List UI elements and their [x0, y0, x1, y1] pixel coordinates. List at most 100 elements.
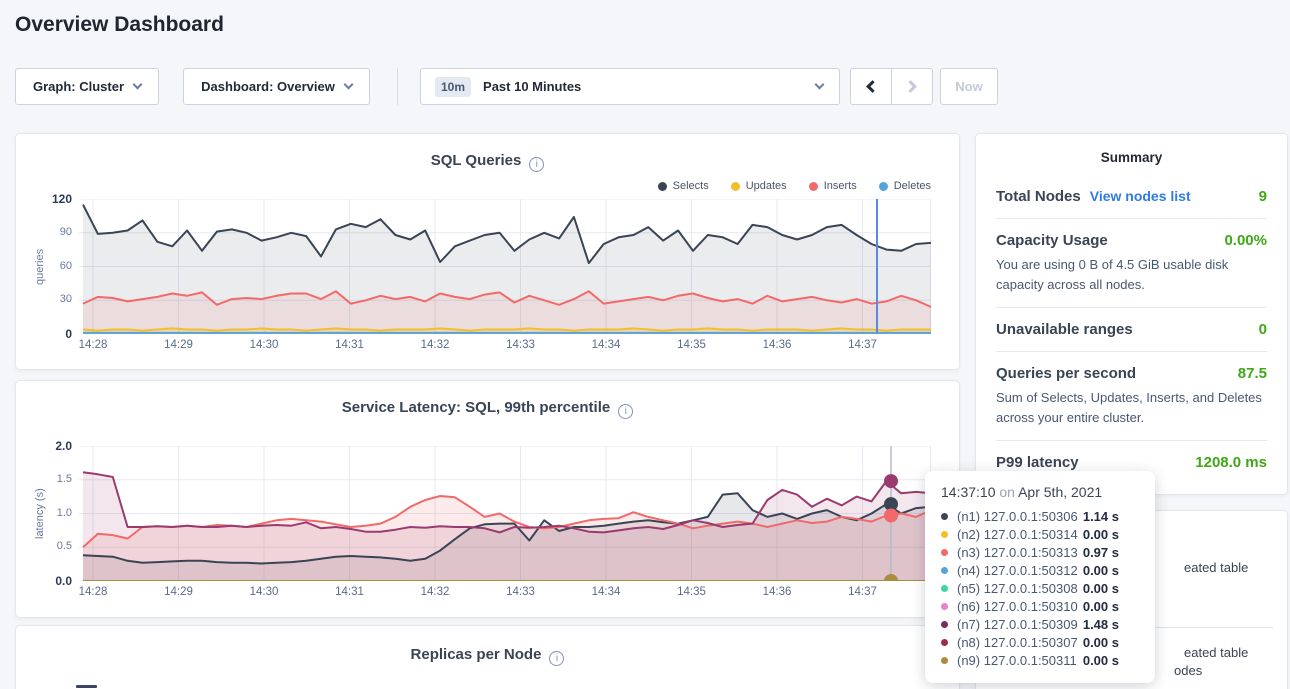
legend-item-updates[interactable]: Updates	[731, 180, 787, 192]
summary-title: Summary	[996, 150, 1267, 165]
metric-value: 1208.0 ms	[1195, 454, 1267, 471]
tooltip-node-label: (n9) 127.0.0.1:50311	[957, 653, 1077, 668]
legend-dot-icon	[809, 182, 818, 191]
metric-note: You are using 0 B of 4.5 GiB usable disk…	[996, 255, 1267, 294]
x-axis-tick: 14:34	[584, 586, 628, 598]
sql-queries-panel: SQL Queries Selects Updates Inserts Deletes…	[15, 133, 960, 370]
view-nodes-list-link[interactable]: View nodes list	[1090, 188, 1191, 204]
x-axis-tick: 14:28	[71, 339, 115, 351]
legend-label: Updates	[746, 180, 787, 192]
node-dot-icon	[941, 585, 948, 592]
legend-item-inserts[interactable]: Inserts	[809, 180, 857, 192]
time-range-badge: 10m	[435, 77, 471, 97]
latency-chart[interactable]	[79, 446, 931, 581]
x-axis-tick: 14:31	[328, 586, 372, 598]
node-dot-icon	[941, 549, 948, 556]
x-axis-tick: 14:34	[584, 339, 628, 351]
x-axis-tick: 14:35	[670, 339, 714, 351]
toolbar-divider	[397, 68, 398, 105]
summary-panel: Summary Total NodesView nodes list9Capac…	[975, 133, 1288, 495]
metric-label: Total Nodes	[996, 188, 1081, 205]
tooltip-row: (n9) 127.0.0.1:50311 0.00 s	[941, 651, 1141, 669]
replicas-panel: Replicas per Node	[15, 625, 960, 689]
tooltip-node-label: (n6) 127.0.0.1:50310	[957, 599, 1078, 614]
tooltip-row: (n6) 127.0.0.1:503100.00 s	[941, 597, 1141, 615]
metric-label: Capacity Usage	[996, 232, 1108, 249]
chart-tooltip: 14:37:10 on Apr 5th, 2021 (n1) 127.0.0.1…	[925, 471, 1155, 683]
node-dot-icon	[941, 639, 948, 646]
time-range-selector[interactable]: 10m Past 10 Minutes	[420, 68, 840, 105]
event-text-fragment: eated table	[1184, 560, 1248, 575]
legend-dot-icon	[731, 182, 740, 191]
node-dot-icon	[941, 567, 948, 574]
graph-dropdown[interactable]: Graph: Cluster	[15, 68, 159, 105]
node-dot-icon	[941, 621, 948, 628]
x-axis-tick: 14:32	[413, 339, 457, 351]
time-next-button[interactable]	[891, 68, 933, 105]
chevron-left-icon	[866, 80, 879, 93]
metric-label: Queries per second	[996, 365, 1136, 382]
x-axis-tick: 14:28	[71, 586, 115, 598]
tooltip-node-label: (n7) 127.0.0.1:50309	[957, 617, 1078, 632]
time-prev-button[interactable]	[850, 68, 892, 105]
tooltip-node-value: 0.00 s	[1083, 563, 1119, 578]
tooltip-node-label: (n5) 127.0.0.1:50308	[957, 581, 1078, 596]
tooltip-node-value: 0.00 s	[1083, 653, 1119, 668]
tooltip-node-value: 0.00 s	[1083, 635, 1119, 650]
info-icon[interactable]	[529, 157, 544, 172]
y-axis-tick: 1.0	[30, 507, 72, 519]
summary-metric: Unavailable ranges0	[996, 308, 1267, 352]
sql-queries-legend: Selects Updates Inserts Deletes	[658, 180, 931, 192]
chevron-down-icon	[133, 80, 143, 90]
y-axis-tick: 60	[30, 260, 72, 272]
node-dot-icon	[941, 513, 948, 520]
overview-dashboard-page: Overview Dashboard Graph: Cluster Dashbo…	[0, 0, 1290, 689]
tooltip-row: (n4) 127.0.0.1:503120.00 s	[941, 561, 1141, 579]
metric-label: P99 latency	[996, 454, 1079, 471]
event-text-fragment: odes	[1174, 663, 1202, 678]
legend-item-selects[interactable]: Selects	[658, 180, 709, 192]
y-axis-tick: 30	[30, 293, 72, 305]
chevron-down-icon	[343, 80, 353, 90]
y-axis-tick: 0	[30, 327, 72, 341]
metric-value: 0.00%	[1224, 232, 1267, 249]
x-axis-tick: 14:35	[670, 586, 714, 598]
time-range-label: Past 10 Minutes	[483, 79, 581, 94]
clipped-axis-tick	[76, 685, 97, 688]
x-axis-tick: 14:36	[755, 339, 799, 351]
tooltip-node-label: (n1) 127.0.0.1:50306	[957, 509, 1078, 524]
tooltip-node-label: (n3) 127.0.0.1:50313	[957, 545, 1078, 560]
tooltip-row: (n1) 127.0.0.1:503061.14 s	[941, 507, 1141, 525]
info-icon[interactable]	[549, 651, 564, 666]
x-axis-tick: 14:32	[413, 586, 457, 598]
tooltip-row: (n3) 127.0.0.1:503130.97 s	[941, 543, 1141, 561]
metric-label: Unavailable ranges	[996, 321, 1133, 338]
legend-item-deletes[interactable]: Deletes	[879, 180, 931, 192]
page-title: Overview Dashboard	[15, 13, 224, 37]
x-axis-tick: 14:31	[328, 339, 372, 351]
x-axis-tick: 14:30	[242, 586, 286, 598]
x-axis-tick: 14:30	[242, 339, 286, 351]
node-dot-icon	[941, 603, 948, 610]
dashboard-dropdown[interactable]: Dashboard: Overview	[183, 68, 370, 105]
node-dot-icon	[941, 531, 948, 538]
x-axis-tick: 14:36	[755, 586, 799, 598]
summary-metric: Total NodesView nodes list9	[996, 175, 1267, 219]
tooltip-row: (n7) 127.0.0.1:503091.48 s	[941, 615, 1141, 633]
dashboard-dropdown-label: Dashboard: Overview	[201, 79, 335, 94]
y-axis-tick: 0.0	[30, 574, 72, 588]
sql-queries-chart[interactable]	[79, 199, 931, 334]
info-icon[interactable]	[618, 404, 633, 419]
x-axis-tick: 14:33	[499, 339, 543, 351]
tooltip-node-value: 0.00 s	[1083, 527, 1119, 542]
graph-dropdown-label: Graph: Cluster	[33, 79, 124, 94]
sql-queries-title: SQL Queries	[16, 152, 959, 172]
x-axis-tick: 14:37	[841, 586, 885, 598]
tooltip-row: (n8) 127.0.0.1:503070.00 s	[941, 633, 1141, 651]
tooltip-node-value: 0.00 s	[1083, 581, 1119, 596]
replicas-title: Replicas per Node	[16, 646, 959, 666]
now-button[interactable]: Now	[940, 68, 998, 105]
metric-value: 87.5	[1238, 365, 1267, 382]
latency-panel: Service Latency: SQL, 99th percentile la…	[15, 380, 960, 618]
legend-dot-icon	[879, 182, 888, 191]
